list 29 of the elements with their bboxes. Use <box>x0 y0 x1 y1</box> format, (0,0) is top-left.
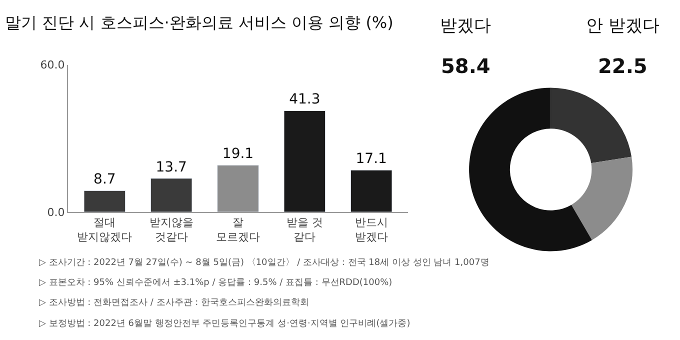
chart-title: 말기 진단 시 호스피스·완화의료 서비스 이용 의향 (%) <box>5 13 394 32</box>
data-label: 41.3 <box>289 92 320 108</box>
y-tick-label: 0.0 <box>47 206 65 219</box>
text: ▷ 조사기간 : 2022년 7월 27일(수) ~ 8월 5일(금) 〈10일간〉 / 조사대상 : 전국 18세 이상 성인 남녀 1,007명 <box>39 257 490 268</box>
donut-slice <box>550 88 632 164</box>
bar <box>217 164 259 212</box>
slice-label: 안 받겠다 <box>586 16 660 36</box>
bar <box>150 178 192 212</box>
data-label: 13.7 <box>156 159 187 176</box>
x-tick-label: 절대 받지않겠다 <box>77 216 132 244</box>
data-label: 22.5 <box>598 54 648 78</box>
x-tick-label: 반드시 받겠다 <box>354 216 388 244</box>
data-label: 8.7 <box>94 172 116 188</box>
text: ▷ 표본오차 : 95% 신뢰수준에서 ±3.1%p / 응답률 : 9.5% / 표집틀 : 무선RDD(100%) <box>39 278 392 288</box>
data-label: 19.1 <box>222 146 254 162</box>
bar <box>84 190 126 212</box>
text: ▷ 조사방법 : 전화면접조사 / 조사주관 : 한국호스피스완화의료학회 <box>39 298 310 308</box>
x-tick-label: 받지않을 것같다 <box>149 216 194 244</box>
bar <box>350 170 392 212</box>
text: ▷ 보정방법 : 2022년 6월말 행정안전부 주민등록인구통계 성·연령·지역별 인구비례(셀가중) <box>39 319 410 329</box>
x-tick-label: 잘 모르겠다 <box>216 216 260 244</box>
x-tick-label: 받을 것 같다 <box>286 216 323 244</box>
data-label: 58.4 <box>441 54 490 78</box>
donut-slice <box>571 156 632 240</box>
slice-label: 받겠다 <box>440 16 491 36</box>
donut-slice <box>469 88 592 252</box>
bar <box>284 110 326 212</box>
data-label: 17.1 <box>356 151 387 168</box>
y-tick-label: 60.0 <box>40 58 65 72</box>
